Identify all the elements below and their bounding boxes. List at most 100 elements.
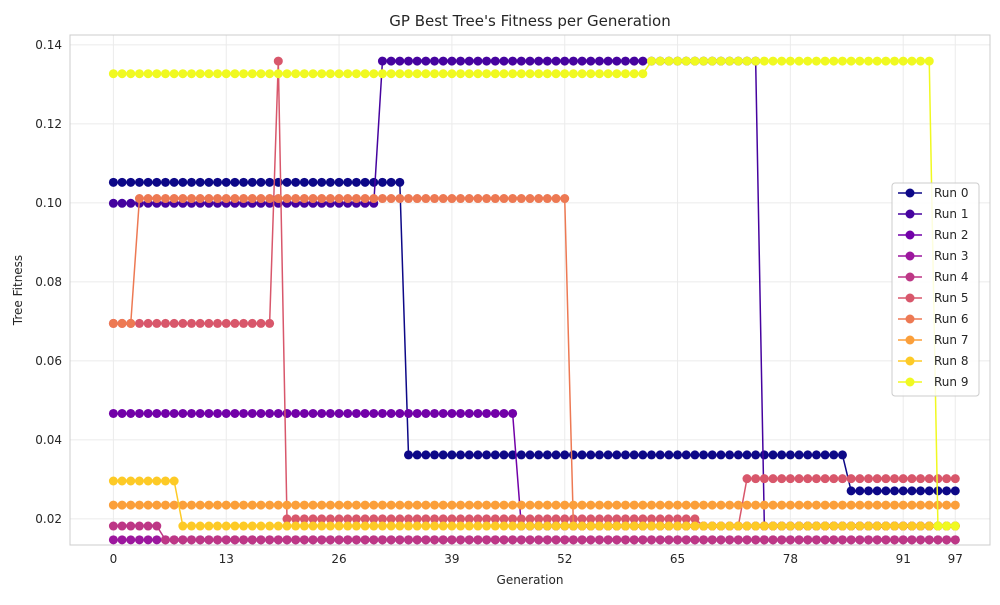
data-point xyxy=(490,450,500,460)
data-point xyxy=(603,69,613,79)
data-point xyxy=(768,450,778,460)
data-point xyxy=(265,500,275,510)
data-point xyxy=(629,521,639,531)
data-point xyxy=(647,56,657,66)
data-point xyxy=(143,69,153,79)
data-point xyxy=(898,521,908,531)
data-point xyxy=(594,535,604,545)
data-point xyxy=(178,69,188,79)
data-point xyxy=(412,450,422,460)
data-point xyxy=(846,486,856,496)
data-point xyxy=(403,535,413,545)
data-point xyxy=(134,476,144,486)
legend-swatch-marker xyxy=(905,377,915,387)
data-point xyxy=(655,56,665,66)
data-point xyxy=(568,450,578,460)
data-point xyxy=(551,535,561,545)
data-point xyxy=(265,194,275,204)
data-point xyxy=(525,69,535,79)
data-point xyxy=(143,177,153,187)
data-point xyxy=(898,500,908,510)
data-point xyxy=(924,535,934,545)
data-point xyxy=(655,521,665,531)
data-point xyxy=(560,521,570,531)
data-point xyxy=(308,69,318,79)
data-point xyxy=(386,521,396,531)
data-point xyxy=(629,514,639,524)
data-point xyxy=(924,521,934,531)
data-point xyxy=(699,450,709,460)
data-point xyxy=(247,69,257,79)
data-point xyxy=(247,500,257,510)
data-point xyxy=(126,177,136,187)
data-point xyxy=(612,69,622,79)
data-point xyxy=(178,408,188,418)
data-point xyxy=(499,56,509,66)
legend-item: Run 1 xyxy=(898,207,968,221)
data-point xyxy=(759,474,769,484)
data-point xyxy=(351,521,361,531)
data-point xyxy=(603,514,613,524)
data-point xyxy=(438,535,448,545)
data-point xyxy=(386,535,396,545)
data-point xyxy=(829,474,839,484)
data-point xyxy=(160,194,170,204)
data-point xyxy=(785,450,795,460)
data-point xyxy=(351,69,361,79)
data-point xyxy=(881,56,891,66)
data-point xyxy=(265,408,275,418)
data-point xyxy=(369,408,379,418)
data-point xyxy=(360,408,370,418)
data-point xyxy=(725,56,735,66)
data-point xyxy=(351,177,361,187)
data-point xyxy=(369,194,379,204)
data-point xyxy=(881,486,891,496)
data-point xyxy=(629,535,639,545)
data-point xyxy=(369,514,379,524)
data-point xyxy=(430,69,440,79)
legend-swatch-marker xyxy=(905,251,915,261)
data-point xyxy=(638,535,648,545)
data-point xyxy=(473,408,483,418)
data-point xyxy=(438,408,448,418)
data-point xyxy=(343,177,353,187)
data-point xyxy=(490,408,500,418)
data-point xyxy=(291,514,301,524)
data-point xyxy=(542,521,552,531)
data-point xyxy=(169,194,179,204)
data-point xyxy=(490,500,500,510)
data-point xyxy=(317,500,327,510)
legend-item: Run 2 xyxy=(898,228,968,242)
data-point xyxy=(143,535,153,545)
data-point xyxy=(395,194,405,204)
data-point xyxy=(134,535,144,545)
data-point xyxy=(768,535,778,545)
data-point xyxy=(829,500,839,510)
data-point xyxy=(360,69,370,79)
data-point xyxy=(108,318,118,328)
data-point xyxy=(620,514,630,524)
x-tick-label: 91 xyxy=(896,552,911,566)
data-point xyxy=(108,521,118,531)
data-point xyxy=(638,450,648,460)
data-point xyxy=(542,56,552,66)
data-point xyxy=(239,500,249,510)
data-point xyxy=(108,535,118,545)
series-run-0 xyxy=(108,177,960,496)
data-point xyxy=(386,177,396,187)
data-point xyxy=(108,177,118,187)
data-point xyxy=(525,194,535,204)
data-point xyxy=(551,500,561,510)
data-point xyxy=(230,521,240,531)
data-point xyxy=(204,318,214,328)
data-point xyxy=(412,408,422,418)
data-point xyxy=(447,194,457,204)
data-point xyxy=(551,56,561,66)
data-point xyxy=(620,535,630,545)
data-point xyxy=(482,521,492,531)
data-point xyxy=(837,474,847,484)
data-point xyxy=(230,177,240,187)
data-point xyxy=(282,69,292,79)
data-point xyxy=(438,56,448,66)
data-point xyxy=(863,521,873,531)
